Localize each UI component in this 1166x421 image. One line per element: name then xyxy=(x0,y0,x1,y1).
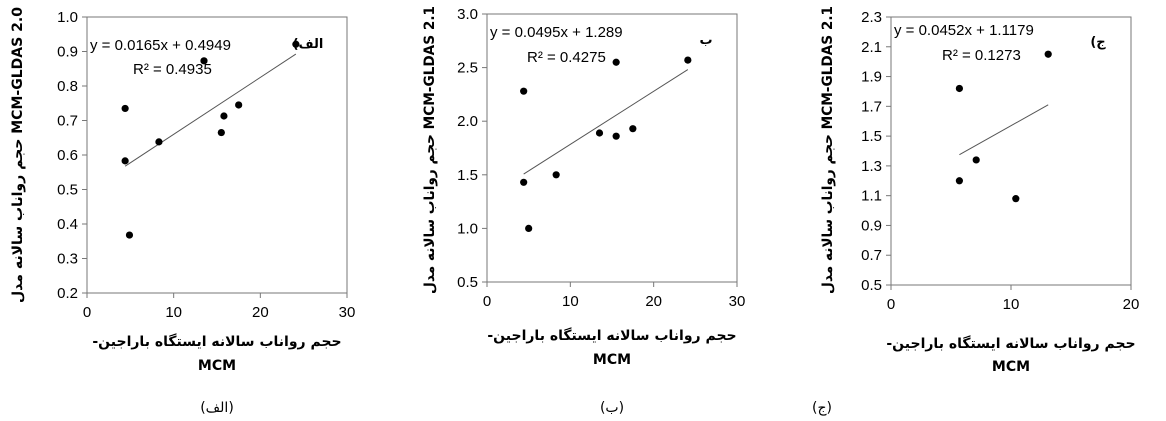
data-point xyxy=(235,101,243,109)
data-point xyxy=(595,129,604,137)
y-tick-label: 1.1 xyxy=(861,188,882,205)
panel-caption: (الف) xyxy=(200,400,234,416)
data-point xyxy=(121,157,129,165)
trend-equation: y = 0.0495x + 1.289 xyxy=(490,24,623,41)
data-point xyxy=(155,138,163,146)
y-tick-label: 1.0 xyxy=(57,9,78,26)
y-tick-label: 1.5 xyxy=(861,128,882,145)
y-tick-label: 1.7 xyxy=(861,98,882,115)
y-axis-label: حجم رواناب سالانه مدل MCM-GLDAS 2.1 xyxy=(422,6,438,294)
y-tick-label: 2.1 xyxy=(861,39,882,56)
x-tick-label: 20 xyxy=(252,304,269,321)
x-axis-unit: MCM xyxy=(593,352,631,368)
data-point xyxy=(292,40,300,48)
plot-area-frame xyxy=(486,13,738,283)
data-point xyxy=(220,112,228,120)
y-tick-label: 0.6 xyxy=(57,147,78,164)
x-tick-label: 10 xyxy=(1003,296,1020,313)
y-tick-label: 2.3 xyxy=(861,9,882,26)
scatter-chart-2: 0.5 1.0 1.5 2.0 2.5 3.0 0 10 20 30 y = 0.0495x + 1… xyxy=(422,6,745,416)
data-point xyxy=(955,177,964,185)
r-squared: R² = 0.1273 xyxy=(942,47,1021,64)
y-tick-label: 0.5 xyxy=(861,277,882,294)
x-axis-label: حجم رواناب سالانه ایستگاه باراجین- xyxy=(886,335,1135,352)
x-tick-label: 0 xyxy=(83,304,91,321)
x-tick-label: 10 xyxy=(562,293,579,310)
x-tick-label: 20 xyxy=(645,293,662,310)
x-tick-label: 30 xyxy=(729,293,746,310)
y-tick-label: 1.3 xyxy=(861,158,882,175)
data-point xyxy=(612,58,620,66)
y-tick-label: 1.5 xyxy=(457,167,478,184)
panel-caption: (ب) xyxy=(600,400,624,416)
trendline xyxy=(959,104,1049,156)
panel-label: الف) xyxy=(293,37,324,52)
x-tick-label: 10 xyxy=(165,304,182,321)
x-tick-label: 30 xyxy=(339,304,356,321)
y-axis-label: حجم رواناب سالانه مدل MCM-GLDAS 2.0 xyxy=(10,7,26,303)
trendline xyxy=(124,53,297,167)
y-tick-label: 0.5 xyxy=(57,182,78,199)
y-tick-label: 0.9 xyxy=(861,217,882,234)
data-point xyxy=(200,57,208,65)
y-tick-label: 3.0 xyxy=(457,6,478,23)
data-point xyxy=(125,231,134,239)
y-tick-label: 0.3 xyxy=(57,251,78,268)
y-tick-label: 0.5 xyxy=(457,274,478,291)
data-point xyxy=(1012,195,1020,203)
y-tick-label: 0.9 xyxy=(57,44,78,61)
data-point xyxy=(217,128,225,137)
x-axis-label: حجم رواناب سالانه ایستگاه باراجین- xyxy=(92,333,341,350)
plot-area-frame xyxy=(86,16,348,294)
y-tick-label: 0.4 xyxy=(57,216,78,233)
y-tick-label: 0.2 xyxy=(57,285,78,302)
panel-label: ب xyxy=(699,33,712,48)
scatter-chart-1: 0.2 0.3 0.4 0.5 0.6 0.7 0.8 0.9 1.0 0 10 20 30 y = 0.… xyxy=(10,7,355,416)
panel-label: ج) xyxy=(1090,35,1106,50)
x-tick-label: 0 xyxy=(483,293,491,310)
y-tick-label: 1.9 xyxy=(861,69,882,86)
data-point xyxy=(629,125,637,133)
data-point xyxy=(520,87,528,95)
trend-equation: y = 0.0452x + 1.1179 xyxy=(894,22,1034,39)
data-point xyxy=(520,178,528,186)
x-axis-unit: MCM xyxy=(198,358,236,374)
y-tick-label: 0.7 xyxy=(57,113,78,130)
data-point xyxy=(612,132,620,140)
data-point xyxy=(684,56,692,64)
y-axis-label: حجم رواناب سالانه مدل MCM-GLDAS 2.1 xyxy=(820,6,836,294)
data-point xyxy=(525,224,533,232)
scatter-chart-3: 0.5 0.7 0.9 1.1 1.3 1.5 1.7 1.9 2.1 2.3 0 10 20 y = 0… xyxy=(812,6,1139,416)
data-point xyxy=(121,104,129,113)
y-tick-label: 0.7 xyxy=(861,247,882,264)
data-point xyxy=(955,84,964,93)
x-tick-label: 20 xyxy=(1123,296,1140,313)
trendline xyxy=(523,69,689,175)
y-tick-label: 2.5 xyxy=(457,60,478,77)
y-tick-label: 1.0 xyxy=(457,220,478,237)
y-tick-label: 0.8 xyxy=(57,78,78,95)
data-point xyxy=(1044,50,1052,58)
x-axis-label: حجم رواناب سالانه ایستگاه باراجین- xyxy=(487,327,736,344)
trend-equation: y = 0.0165x + 0.4949 xyxy=(90,37,231,54)
x-tick-label: 0 xyxy=(887,296,895,313)
r-squared: R² = 0.4935 xyxy=(133,61,212,78)
data-point xyxy=(552,171,560,179)
panel-caption: (ج) xyxy=(812,400,832,416)
data-point xyxy=(972,156,980,164)
x-axis-unit: MCM xyxy=(992,359,1030,375)
r-squared: R² = 0.4275 xyxy=(527,49,606,66)
y-tick-label: 2.0 xyxy=(457,113,478,130)
